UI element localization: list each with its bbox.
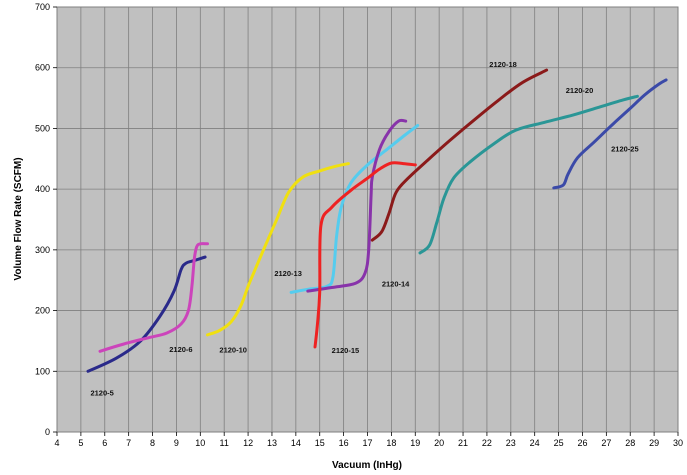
y-tick-label: 700 — [35, 2, 50, 12]
x-tick-label: 17 — [362, 438, 372, 448]
series-label: 2120-13 — [274, 269, 302, 278]
series-line-2120-25 — [552, 78, 668, 190]
plot-area: 2120-5 2120-6 2120-10 2120-13 2120-14 2120-15… — [56, 6, 679, 433]
series-line-2120-10 — [206, 162, 350, 337]
x-tick-label: 12 — [243, 438, 253, 448]
y-tick-label: 400 — [35, 184, 50, 194]
y-tick-label: 300 — [35, 245, 50, 255]
x-tick-label: 21 — [458, 438, 468, 448]
x-tick-label: 10 — [195, 438, 205, 448]
y-tick-label: 500 — [35, 123, 50, 133]
series-label: 2120-20 — [566, 86, 594, 95]
x-axis-ticks: 4 5 6 7 8 9 10 11 12 13 14 15 16 17 18 19 20 21 22 23 24 25 26… — [54, 432, 683, 448]
x-tick-label: 20 — [434, 438, 444, 448]
series-label: 2120-10 — [219, 345, 247, 354]
x-tick-label: 4 — [54, 438, 59, 448]
x-tick-label: 30 — [673, 438, 683, 448]
x-tick-label: 13 — [267, 438, 277, 448]
x-tick-label: 9 — [174, 438, 179, 448]
x-tick-label: 23 — [506, 438, 516, 448]
x-tick-label: 22 — [482, 438, 492, 448]
x-tick-label: 5 — [78, 438, 83, 448]
series-line-2120-18 — [370, 68, 549, 242]
series-label: 2120-25 — [611, 145, 639, 154]
x-axis-title: Vacuum (InHg) — [332, 460, 402, 471]
x-tick-label: 26 — [577, 438, 587, 448]
series-labels: 2120-5 2120-6 2120-10 2120-13 2120-14 2120-15… — [90, 60, 638, 397]
y-tick-label: 0 — [45, 427, 50, 437]
x-tick-label: 16 — [339, 438, 349, 448]
y-tick-label: 200 — [35, 306, 50, 316]
series-line-2120-20 — [418, 94, 639, 255]
x-tick-label: 6 — [102, 438, 107, 448]
x-tick-label: 19 — [410, 438, 420, 448]
x-tick-label: 27 — [601, 438, 611, 448]
x-tick-label: 7 — [126, 438, 131, 448]
series-line-2120-15 — [313, 161, 417, 349]
y-axis-title: Volume Flow Rate (SCFM) — [13, 157, 24, 280]
x-tick-label: 14 — [291, 438, 301, 448]
series-line-2120-14 — [306, 118, 408, 293]
y-tick-label: 100 — [35, 366, 50, 376]
series-lines — [86, 68, 668, 373]
y-tick-label: 600 — [35, 63, 50, 73]
series-label: 2120-5 — [90, 389, 113, 398]
series-label: 2120-18 — [489, 60, 517, 69]
x-tick-label: 8 — [150, 438, 155, 448]
vertical-gridlines — [56, 7, 679, 432]
x-tick-label: 15 — [315, 438, 325, 448]
series-line-2120-5 — [86, 255, 207, 373]
x-tick-label: 18 — [386, 438, 396, 448]
series-label: 2120-6 — [169, 345, 192, 354]
series-line-2120-6 — [98, 242, 209, 353]
series-label: 2120-15 — [332, 346, 360, 355]
x-tick-label: 29 — [649, 438, 659, 448]
x-tick-label: 11 — [220, 438, 229, 448]
x-tick-label: 28 — [625, 438, 635, 448]
series-label: 2120-14 — [382, 279, 410, 288]
x-tick-label: 24 — [530, 438, 540, 448]
y-axis-ticks: 0 100 200 300 400 500 600 700 — [35, 2, 57, 437]
x-tick-label: 25 — [554, 438, 564, 448]
